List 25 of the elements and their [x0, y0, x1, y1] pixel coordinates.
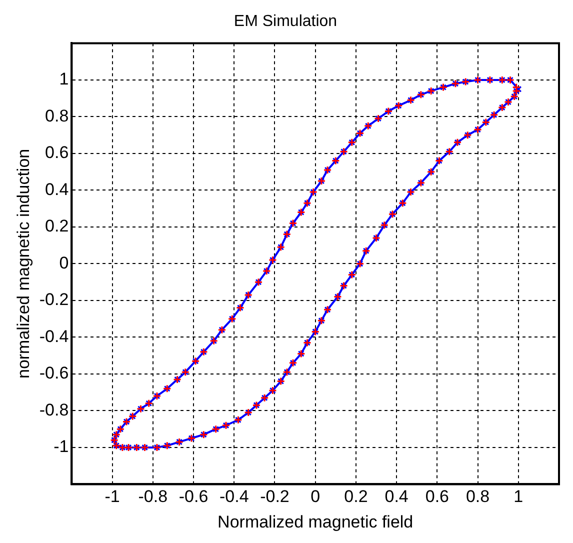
y-tick-label: -0.2: [39, 290, 69, 310]
y-tick-label: 0: [59, 253, 69, 272]
x-tick-label: -0.2: [260, 487, 290, 506]
x-tick-label: -0.8: [138, 487, 168, 506]
x-tick-label: -0.4: [219, 487, 249, 506]
x-tick-label: -0.6: [178, 487, 208, 506]
x-axis-title: Normalized magnetic field: [218, 512, 414, 532]
y-tick-label: 0.2: [45, 216, 69, 236]
y-tick-label: -0.4: [39, 326, 69, 346]
x-tick-label: 0.4: [384, 487, 408, 506]
y-tick-label: 0.4: [45, 180, 69, 199]
x-tick-label: 1: [514, 487, 524, 506]
x-tick-label: 0: [310, 487, 320, 506]
y-tick-label: 0.8: [45, 106, 69, 126]
x-tick-label: -1: [104, 487, 120, 506]
y-tick-label: 1: [59, 70, 69, 89]
x-tick-label: 0.2: [344, 487, 368, 506]
x-tick-label: 0.6: [425, 487, 449, 506]
y-axis-title: normalized magnetic induction: [14, 148, 33, 379]
x-tick-label: 0.8: [466, 487, 490, 506]
y-tick-label: -0.8: [39, 400, 69, 420]
y-tick-label: -0.6: [39, 364, 69, 383]
y-tick-label: 0.6: [45, 143, 69, 162]
chart-title: EM Simulation: [234, 13, 338, 30]
y-tick-label: -1: [54, 437, 69, 456]
